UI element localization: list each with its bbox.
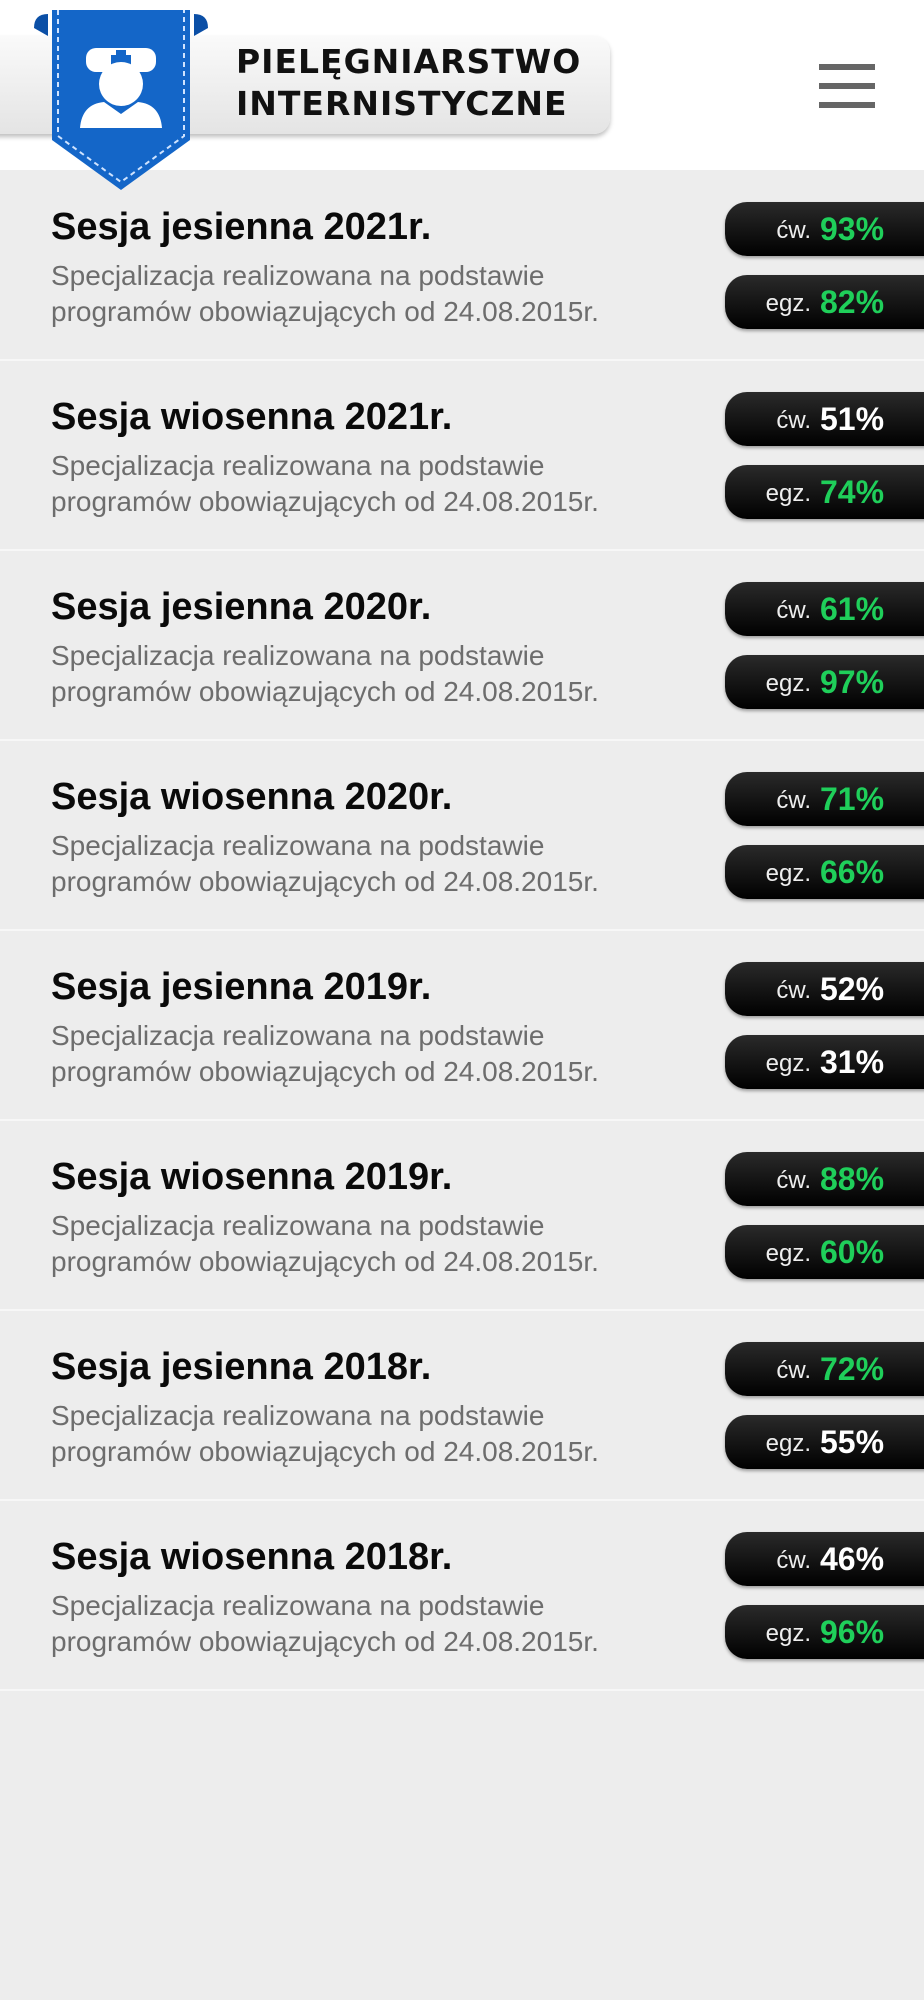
result-badge: ćw. 61%: [725, 582, 924, 636]
result-badge: egz. 97%: [725, 655, 924, 709]
session-description: Specjalizacja realizowana na podstawie p…: [51, 1210, 599, 1277]
result-badge: egz. 60%: [725, 1225, 924, 1279]
badge-value: 93%: [820, 211, 885, 247]
session-title: Sesja jesienna 2018r.: [51, 1346, 432, 1388]
badge-value: 60%: [820, 1234, 885, 1270]
badge-label: egz.: [765, 1430, 811, 1457]
badge-label: egz.: [765, 1620, 811, 1647]
session-description: Specjalizacja realizowana na podstawie p…: [51, 1400, 599, 1467]
badge-value: 82%: [820, 284, 885, 320]
session-row[interactable]: Sesja jesienna 2020r. Specjalizacja reali…: [0, 550, 924, 741]
session-description: Specjalizacja realizowana na podstawie p…: [51, 830, 599, 897]
result-badge: ćw. 46%: [725, 1532, 924, 1586]
result-badge: egz. 82%: [725, 275, 924, 329]
session-title: Sesja jesienna 2020r.: [51, 586, 432, 628]
badge-value: 71%: [820, 781, 885, 817]
session-description: Specjalizacja realizowana na podstawie p…: [51, 1590, 599, 1657]
session-description: Specjalizacja realizowana na podstawie p…: [51, 1020, 599, 1087]
session-row[interactable]: Sesja jesienna 2019r. Specjalizacja reali…: [0, 930, 924, 1121]
session-description: Specjalizacja realizowana na podstawie p…: [51, 260, 599, 327]
badge-value: 74%: [820, 474, 885, 510]
badge-label: egz.: [765, 670, 811, 697]
result-badge: ćw. 72%: [725, 1342, 924, 1396]
badge-label: ćw.: [776, 1167, 811, 1194]
result-badge: ćw. 51%: [725, 392, 924, 446]
result-badge: ćw. 71%: [725, 772, 924, 826]
app-title-line: PIELĘGNIARSTWO: [236, 42, 582, 81]
badge-value: 61%: [820, 591, 885, 627]
session-description: Specjalizacja realizowana na podstawie p…: [51, 450, 599, 517]
result-badge: ćw. 93%: [725, 202, 924, 256]
badge-label: egz.: [765, 480, 811, 507]
menu-button[interactable]: [819, 64, 875, 108]
badge-value: 52%: [820, 971, 885, 1007]
badge-label: ćw.: [776, 217, 811, 244]
session-row[interactable]: Sesja jesienna 2018r. Specjalizacja reali…: [0, 1310, 924, 1501]
badge-value: 96%: [820, 1614, 885, 1650]
result-badge: egz. 66%: [725, 845, 924, 899]
session-row[interactable]: Sesja wiosenna 2020r. Specjalizacja reali…: [0, 740, 924, 931]
badge-label: ćw.: [776, 787, 811, 814]
badge-value: 46%: [820, 1541, 885, 1577]
badge-label: egz.: [765, 290, 811, 317]
session-title: Sesja wiosenna 2021r.: [51, 396, 453, 438]
badge-label: egz.: [765, 1240, 811, 1267]
badge-value: 31%: [820, 1044, 885, 1080]
badge-value: 51%: [820, 401, 885, 437]
badge-label: ćw.: [776, 977, 811, 1004]
result-badge: egz. 31%: [725, 1035, 924, 1089]
session-row[interactable]: Sesja jesienna 2021r. Specjalizacja reali…: [0, 170, 924, 361]
result-badge: ćw. 52%: [725, 962, 924, 1016]
result-badge: egz. 74%: [725, 465, 924, 519]
badge-label: ćw.: [776, 597, 811, 624]
result-badge: ćw. 88%: [725, 1152, 924, 1206]
badge-label: egz.: [765, 1050, 811, 1077]
badge-label: ćw.: [776, 1547, 811, 1574]
session-title: Sesja wiosenna 2020r.: [51, 776, 453, 818]
session-description: Specjalizacja realizowana na podstawie p…: [51, 640, 599, 707]
badge-label: egz.: [765, 860, 811, 887]
result-badge: egz. 96%: [725, 1605, 924, 1659]
badge-label: ćw.: [776, 407, 811, 434]
badge-label: ćw.: [776, 1357, 811, 1384]
session-title: Sesja jesienna 2021r.: [51, 206, 432, 248]
badge-value: 66%: [820, 854, 885, 890]
session-title: Sesja wiosenna 2019r.: [51, 1156, 453, 1198]
session-row[interactable]: Sesja wiosenna 2019r. Specjalizacja reali…: [0, 1120, 924, 1311]
badge-value: 97%: [820, 664, 885, 700]
badge-value: 55%: [820, 1424, 885, 1460]
logo-ribbon: [34, 10, 208, 190]
result-badge: egz. 55%: [725, 1415, 924, 1469]
badge-value: 88%: [820, 1161, 885, 1197]
session-row[interactable]: Sesja wiosenna 2021r. Specjalizacja reali…: [0, 360, 924, 551]
app-header: PIELĘGNIARSTWO INTERNISTYCZNE: [0, 0, 924, 190]
session-row[interactable]: Sesja wiosenna 2018r. Specjalizacja reali…: [0, 1500, 924, 1691]
badge-value: 72%: [820, 1351, 885, 1387]
session-title: Sesja wiosenna 2018r.: [51, 1536, 453, 1578]
app-title-line: INTERNISTYCZNE: [236, 84, 568, 123]
session-title: Sesja jesienna 2019r.: [51, 966, 432, 1008]
